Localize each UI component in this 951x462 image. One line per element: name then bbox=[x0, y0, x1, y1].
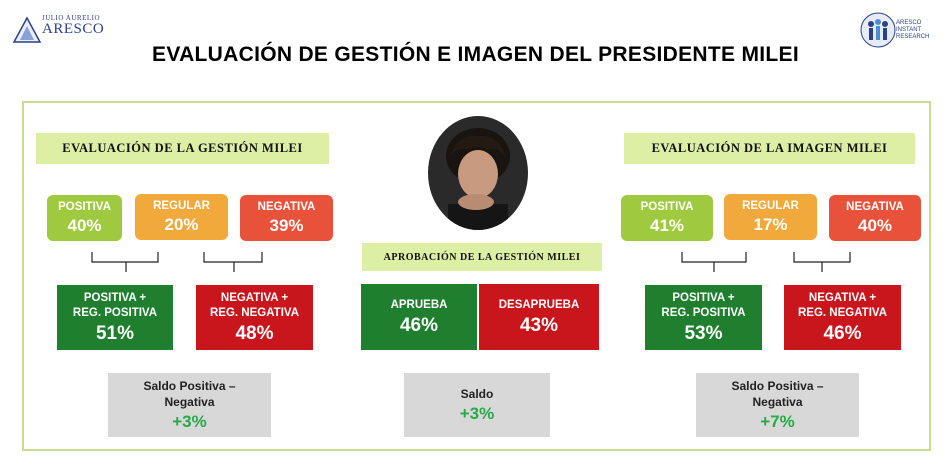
logo-subtitle: JULIO AURELIO bbox=[42, 14, 101, 22]
gestion-regular-box: REGULAR 20% bbox=[135, 194, 228, 240]
imagen-negativa-label: NEGATIVA bbox=[846, 200, 904, 213]
gestion-saldo-box: Saldo Positiva – Negativa +3% bbox=[108, 373, 271, 437]
imagen-regular-value: 17% bbox=[753, 214, 788, 234]
aresco-logo: JULIO AURELIO ARESCO bbox=[12, 10, 105, 50]
imagen-negativa-reg-value: 46% bbox=[823, 322, 862, 344]
imagen-negativa-reg-label2: REG. NEGATIVA bbox=[797, 306, 888, 319]
logo-right-text: ARESCO INSTANT RESEARCH bbox=[896, 20, 930, 40]
gestion-saldo-value: +3% bbox=[172, 412, 207, 431]
aprobacion-saldo-value: +3% bbox=[459, 404, 495, 423]
desaprueba-label: DESAPRUEBA bbox=[498, 298, 580, 311]
imagen-negativa-box: NEGATIVA 40% bbox=[829, 195, 921, 241]
imagen-regular-box: REGULAR 17% bbox=[724, 194, 817, 240]
imagen-negativa-reg-box: NEGATIVA + REG. NEGATIVA 46% bbox=[784, 285, 901, 350]
imagen-regular-label: REGULAR bbox=[742, 199, 799, 212]
gestion-positiva-label: POSITIVA bbox=[58, 200, 111, 213]
aprueba-box: APRUEBA 46% bbox=[361, 284, 477, 350]
imagen-positiva-value: 41% bbox=[649, 215, 685, 235]
people-circle-icon bbox=[860, 12, 896, 48]
imagen-positiva-label: POSITIVA bbox=[640, 200, 694, 213]
gestion-negativa-box: NEGATIVA 39% bbox=[240, 195, 333, 241]
imagen-positiva-reg-value: 53% bbox=[684, 322, 723, 344]
gestion-positiva-value: 40% bbox=[67, 215, 102, 235]
gestion-saldo-label2: Negativa bbox=[164, 395, 215, 409]
imagen-positiva-reg-label1: POSITIVA + bbox=[672, 291, 735, 304]
aprobacion-saldo-box: Saldo +3% bbox=[404, 373, 550, 437]
content-frame bbox=[22, 101, 931, 451]
imagen-saldo-label1: Saldo Positiva – bbox=[731, 379, 824, 393]
imagen-positiva-reg-box: POSITIVA + REG. POSITIVA 53% bbox=[645, 285, 762, 350]
imagen-braces bbox=[681, 252, 851, 272]
president-photo bbox=[428, 116, 528, 230]
gestion-regular-label: REGULAR bbox=[153, 199, 210, 212]
gestion-saldo-label1: Saldo Positiva – bbox=[143, 379, 236, 393]
gestion-negativa-label: NEGATIVA bbox=[257, 200, 316, 213]
imagen-saldo-box: Saldo Positiva – Negativa +7% bbox=[696, 373, 859, 437]
imagen-negativa-value: 40% bbox=[857, 215, 893, 235]
gestion-regular-value: 20% bbox=[164, 214, 199, 234]
aprobacion-header: APROBACIÓN DE LA GESTIÓN MILEI bbox=[362, 243, 602, 271]
gestion-positiva-reg-value: 51% bbox=[95, 322, 135, 344]
page-title: EVALUACIÓN DE GESTIÓN E IMAGEN DEL PRESI… bbox=[152, 43, 799, 66]
imagen-positiva-reg-label2: REG. POSITIVA bbox=[661, 306, 746, 319]
gestion-negativa-reg-box: NEGATIVA + REG. NEGATIVA 48% bbox=[196, 285, 313, 350]
portrait-image bbox=[428, 116, 528, 230]
aresco-research-logo: ARESCO INSTANT RESEARCH bbox=[860, 8, 940, 52]
gestion-negativa-reg-value: 48% bbox=[235, 322, 274, 344]
gestion-braces bbox=[91, 252, 263, 272]
aprueba-value: 46% bbox=[399, 314, 439, 336]
desaprueba-value: 43% bbox=[519, 314, 559, 336]
imagen-header: EVALUACIÓN DE LA IMAGEN MILEI bbox=[624, 133, 915, 164]
aprueba-label: APRUEBA bbox=[390, 298, 448, 311]
gestion-header: EVALUACIÓN DE LA GESTIÓN MILEI bbox=[36, 133, 329, 164]
imagen-positiva-box: POSITIVA 41% bbox=[621, 195, 713, 241]
gestion-positiva-reg-label1: POSITIVA + bbox=[83, 291, 147, 304]
gestion-positiva-reg-box: POSITIVA + REG. POSITIVA 51% bbox=[57, 285, 173, 350]
desaprueba-box: DESAPRUEBA 43% bbox=[479, 284, 599, 350]
aprobacion-saldo-label: Saldo bbox=[460, 387, 494, 401]
gestion-positiva-reg-label2: REG. POSITIVA bbox=[72, 306, 158, 319]
gestion-negativa-value: 39% bbox=[269, 215, 304, 235]
logo-wordmark: ARESCO bbox=[42, 21, 105, 37]
gestion-positiva-box: POSITIVA 40% bbox=[47, 195, 122, 241]
imagen-negativa-reg-label1: NEGATIVA + bbox=[808, 291, 877, 304]
imagen-saldo-label2: Negativa bbox=[752, 395, 803, 409]
gestion-negativa-reg-label2: REG. NEGATIVA bbox=[209, 306, 300, 319]
gestion-negativa-reg-label1: NEGATIVA + bbox=[220, 291, 289, 304]
triangle-logo-icon bbox=[12, 16, 42, 43]
imagen-saldo-value: +7% bbox=[760, 412, 795, 431]
